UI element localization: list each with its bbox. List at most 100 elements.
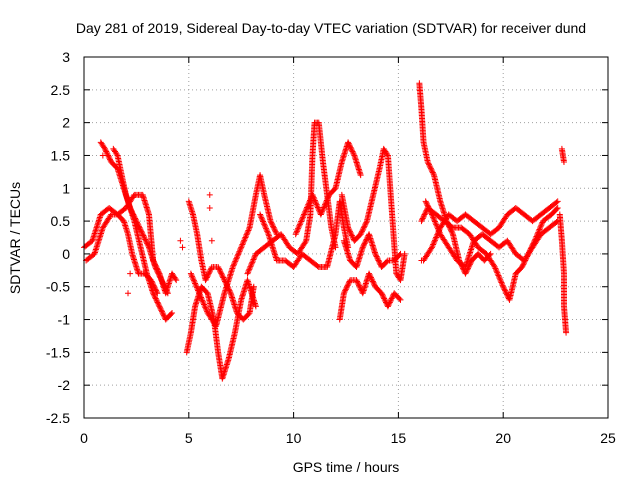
- data-point: [318, 210, 325, 217]
- data-point: [151, 283, 158, 290]
- data-point: [150, 282, 157, 289]
- data-point: [425, 204, 432, 211]
- y-tick-label: 1: [62, 180, 70, 196]
- data-point: [560, 159, 567, 166]
- data-point: [159, 309, 166, 316]
- data-point: [205, 271, 212, 278]
- data-point: [157, 275, 164, 282]
- data-point: [302, 208, 309, 215]
- data-point: [245, 267, 252, 274]
- data-point: [340, 290, 347, 297]
- data-point: [345, 279, 352, 286]
- data-point: [342, 286, 349, 293]
- data-point: [268, 220, 275, 227]
- data-point: [142, 236, 149, 243]
- data-point: [149, 281, 156, 288]
- data-point: [397, 250, 404, 257]
- data-point: [431, 217, 438, 224]
- data-point: [519, 262, 526, 269]
- data-point: [383, 258, 390, 265]
- data-point: [246, 266, 253, 273]
- data-point: [385, 302, 392, 309]
- data-point: [363, 219, 370, 226]
- data-point: [428, 210, 435, 217]
- data-point: [346, 143, 353, 150]
- data-point: [427, 207, 434, 214]
- data-point: [344, 282, 351, 289]
- data-point: [106, 155, 113, 162]
- data-point: [362, 222, 369, 229]
- data-point: [162, 286, 169, 293]
- data-point: [292, 231, 299, 238]
- data-point: [423, 201, 430, 208]
- data-point: [314, 204, 321, 211]
- data-point: [430, 240, 437, 247]
- data-point: [370, 279, 377, 286]
- data-point: [148, 278, 155, 285]
- data-point: [386, 299, 393, 306]
- data-point: [503, 291, 510, 298]
- data-point: [424, 202, 431, 209]
- data-point: [206, 204, 213, 211]
- data-point: [296, 222, 303, 229]
- data-point: [103, 149, 110, 156]
- data-point: [501, 286, 508, 293]
- data-point: [216, 266, 223, 273]
- data-point: [430, 215, 437, 222]
- data-point: [361, 223, 368, 230]
- data-point: [250, 256, 257, 263]
- data-point: [195, 288, 202, 295]
- data-point: [271, 227, 278, 234]
- data-point: [172, 275, 179, 282]
- data-point: [244, 230, 251, 237]
- data-point: [429, 169, 436, 176]
- data-point: [331, 186, 338, 193]
- data-point: [428, 166, 435, 173]
- data-point: [217, 269, 224, 276]
- data-point: [426, 161, 433, 168]
- data-point: [152, 295, 159, 302]
- data-point: [500, 283, 507, 290]
- data-point: [431, 237, 438, 244]
- data-point: [302, 207, 309, 214]
- data-point: [242, 234, 249, 241]
- data-point: [244, 270, 251, 277]
- data-point: [156, 271, 163, 278]
- data-point: [554, 204, 561, 211]
- data-point: [373, 253, 380, 260]
- data-point: [153, 298, 160, 305]
- data-point: [203, 274, 210, 281]
- data-point: [538, 222, 545, 229]
- data-point: [422, 198, 429, 205]
- x-tick-labels: 0 5 10 15 20 25: [80, 430, 616, 446]
- data-point: [295, 224, 302, 231]
- data-point: [261, 222, 268, 229]
- data-point: [502, 287, 509, 294]
- data-point: [345, 224, 352, 231]
- data-point: [320, 205, 327, 212]
- data-point: [164, 290, 171, 297]
- data-point: [429, 168, 436, 175]
- data-point: [369, 278, 376, 285]
- data-point: [298, 218, 305, 225]
- data-point: [245, 227, 252, 234]
- data-point: [127, 270, 134, 277]
- data-point: [361, 241, 368, 248]
- data-point: [193, 284, 200, 291]
- data-point: [358, 229, 365, 236]
- data-point: [304, 204, 311, 211]
- data-point: [160, 311, 167, 318]
- data-point: [233, 255, 240, 262]
- data-point: [386, 300, 393, 307]
- data-point: [270, 224, 277, 231]
- data-point: [163, 287, 170, 294]
- data-point: [263, 225, 270, 232]
- y-tick-label: -2: [58, 377, 71, 393]
- data-point: [432, 219, 439, 226]
- data-point: [427, 165, 434, 172]
- data-point: [494, 269, 501, 276]
- data-point: [499, 280, 506, 287]
- y-tick-label: 0.5: [51, 213, 71, 229]
- data-points: [81, 80, 570, 382]
- data-point: [322, 200, 329, 207]
